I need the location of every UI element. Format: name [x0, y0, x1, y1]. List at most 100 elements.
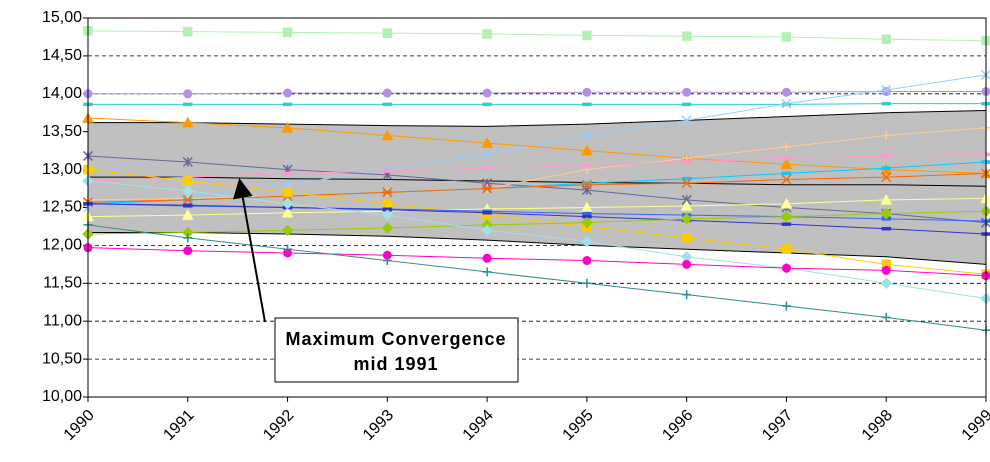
- marker: [181, 116, 194, 128]
- band-median: [88, 176, 987, 187]
- marker: [283, 88, 293, 98]
- marker: [881, 84, 892, 96]
- marker: [183, 176, 193, 186]
- marker: [482, 88, 492, 98]
- marker: [382, 102, 393, 107]
- marker: [781, 87, 791, 97]
- marker: [382, 28, 393, 38]
- annotation-text: Maximum Convergence: [285, 329, 506, 349]
- marker: [282, 187, 293, 198]
- marker: [282, 102, 293, 107]
- marker: [582, 214, 592, 219]
- marker: [781, 171, 792, 176]
- band-area: [88, 110, 986, 265]
- x-tick-label: 1997: [759, 407, 796, 444]
- series-line: [87, 117, 987, 174]
- marker: [881, 312, 891, 322]
- marker: [881, 101, 891, 106]
- marker: [382, 256, 392, 266]
- marker: [582, 164, 592, 168]
- marker: [183, 203, 193, 207]
- y-tick-label: 12,50: [42, 199, 82, 216]
- marker: [183, 102, 193, 107]
- marker: [881, 226, 891, 231]
- marker: [482, 166, 492, 170]
- annotation-arrow: [232, 178, 266, 323]
- plot-area: [87, 17, 987, 398]
- marker: [281, 197, 294, 210]
- marker: [682, 87, 692, 97]
- marker: [482, 102, 492, 107]
- marker: [880, 277, 893, 290]
- series-line: [88, 91, 986, 95]
- marker: [582, 211, 592, 216]
- marker: [182, 156, 193, 168]
- marker: [881, 34, 891, 44]
- series-line: [88, 103, 986, 105]
- y-tick-label: 13,50: [42, 123, 82, 140]
- marker: [681, 102, 692, 107]
- y-tick-label: 14,00: [42, 85, 82, 102]
- marker: [183, 26, 193, 37]
- x-tick-label: 1990: [61, 407, 98, 444]
- x-tick-label: 1995: [560, 407, 597, 444]
- marker: [482, 211, 492, 215]
- marker: [382, 169, 393, 173]
- series-line: [87, 153, 987, 182]
- marker: [582, 102, 592, 107]
- marker: [283, 244, 293, 254]
- marker: [183, 246, 193, 256]
- marker: [481, 137, 494, 148]
- marker: [381, 209, 394, 221]
- marker: [382, 187, 393, 198]
- y-tick-label: 12,00: [42, 237, 82, 254]
- marker: [581, 130, 592, 141]
- marker: [980, 292, 990, 305]
- series-line: [87, 224, 987, 331]
- marker: [681, 115, 692, 126]
- marker: [880, 193, 893, 205]
- series-line: [87, 203, 987, 235]
- y-tick-label: 15,00: [42, 9, 82, 26]
- band-upper: [88, 109, 987, 127]
- marker: [182, 194, 193, 205]
- marker: [780, 197, 793, 209]
- marker: [780, 210, 793, 223]
- x-tick-label: 1991: [160, 407, 197, 444]
- x-tick-label: 1996: [659, 407, 696, 444]
- marker: [781, 244, 792, 254]
- marker: [681, 160, 692, 164]
- marker: [781, 301, 791, 311]
- marker: [781, 222, 792, 226]
- marker: [681, 31, 692, 41]
- marker: [681, 233, 692, 243]
- y-tick-label: 13,00: [42, 161, 82, 178]
- marker: [582, 256, 592, 266]
- marker: [582, 87, 592, 97]
- marker: [482, 183, 493, 194]
- marker: [781, 98, 792, 109]
- series-line: [87, 197, 987, 218]
- marker: [582, 278, 592, 288]
- marker: [681, 178, 692, 189]
- marker: [781, 263, 791, 273]
- y-tick-label: 14,50: [42, 47, 82, 64]
- marker: [183, 89, 193, 99]
- marker: [181, 184, 194, 197]
- marker: [382, 250, 392, 260]
- marker: [780, 158, 793, 170]
- marker: [482, 267, 492, 277]
- marker: [881, 265, 891, 275]
- marker: [282, 27, 293, 38]
- marker: [781, 156, 792, 160]
- marker: [382, 88, 392, 98]
- marker: [881, 172, 892, 183]
- x-tick-label: 1994: [460, 407, 497, 444]
- marker: [580, 144, 593, 156]
- y-tick-label: 10,00: [42, 388, 82, 405]
- series-line: [87, 247, 987, 277]
- marker: [781, 174, 792, 185]
- marker: [881, 130, 891, 140]
- marker: [282, 171, 293, 176]
